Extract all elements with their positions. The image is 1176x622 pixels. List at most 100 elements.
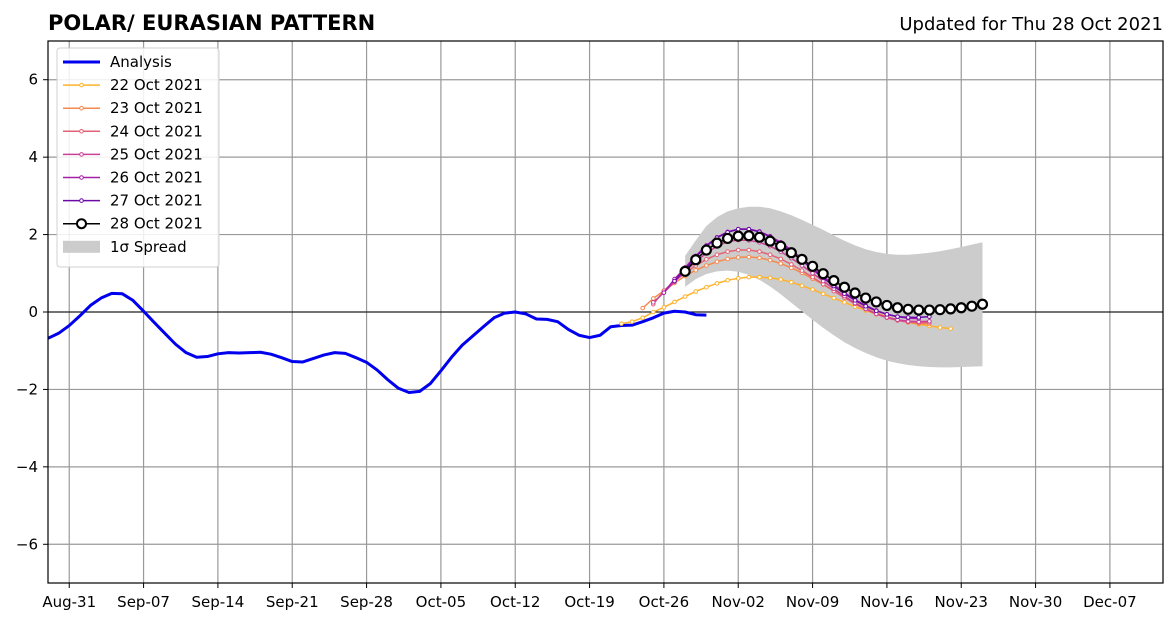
x-tick-label: Sep-21 [266,593,319,611]
legend-label: Analysis [110,53,172,71]
forecast-point [650,309,656,315]
forecast-point [923,304,935,316]
forecast-point [945,303,957,315]
forecast-point [891,302,904,314]
forecast-point [778,277,784,282]
forecast-point [789,262,794,267]
forecast-point [828,275,840,287]
forecast-point [884,312,890,317]
forecast-point [714,252,720,258]
forecast-point [725,256,730,262]
x-tick-label: Nov-30 [1009,593,1062,611]
forecast-point [955,302,967,314]
y-tick-label: 0 [28,303,38,321]
legend-marker [76,218,87,230]
x-tick-label: Oct-19 [564,593,614,611]
forecast-point [863,303,868,309]
legend: Analysis 22 Oct 2021 23 Oct 2021 24 Oct 202… [56,47,220,268]
forecast-point [714,281,720,286]
forecast-point [789,279,794,285]
x-tick-label: Oct-05 [416,593,466,611]
forecast-point [722,232,734,245]
forecast-point [735,255,741,260]
chart-subtitle: Updated for Thu 28 Oct 2021 [899,14,1163,35]
forecast-point [640,305,645,311]
forecast-point [767,252,773,258]
forecast-point [746,274,752,280]
forecast-point [838,281,851,293]
forecast-point [735,247,741,253]
forecast-point [767,275,773,281]
forecast-point [735,226,741,232]
forecast-point [629,319,635,324]
forecast-point [619,321,624,326]
x-tick-label: Aug-31 [42,593,96,611]
forecast-point [796,253,808,265]
x-tick-label: Dec-07 [1083,593,1137,611]
forecast-point [902,303,914,315]
forecast-point [672,278,677,284]
forecast-point [753,231,766,243]
chart-title: POLAR/ EURASIAN PATTERN [48,11,375,35]
legend-label: 27 Oct 2021 [110,192,203,210]
legend-label: 1σ Spread [110,238,187,256]
forecast-point [650,296,656,301]
forecast-point [870,296,882,308]
series-analysis [47,291,707,395]
y-tick-label: −4 [16,458,38,476]
forecast-point [806,260,819,272]
legend-marker [79,105,84,111]
legend-marker [79,175,84,180]
forecast-point [778,256,784,262]
forecast-point [817,268,829,280]
forecast-point [852,298,858,303]
forecast-point [735,276,741,281]
forecast-point [725,249,730,254]
forecast-point [810,274,815,280]
forecast-point [704,263,709,268]
forecast-point [764,235,776,247]
forecast-point [732,230,744,242]
x-tick-label: Oct-26 [639,593,689,611]
forecast-point [693,289,699,294]
x-tick-label: Nov-02 [712,593,765,611]
forecast-point [820,291,826,297]
forecast-point [934,304,946,316]
forecast-point [640,315,645,321]
forecast-point [714,259,720,264]
legend-marker [79,198,84,203]
forecast-point [785,247,797,259]
x-tick-label: Nov-23 [935,593,988,611]
forecast-point [810,270,815,276]
legend-label: 24 Oct 2021 [110,122,203,140]
y-tick-label: −6 [16,535,38,553]
forecast-point [743,230,755,242]
legend-box [56,47,220,268]
forecast-point [757,255,762,261]
forecast-point [849,287,861,299]
forecast-point [767,257,773,263]
y-tick-label: 4 [28,148,38,166]
forecast-point [711,237,723,249]
forecast-point [757,249,762,254]
forecast-point [690,254,702,266]
forecast-point [860,292,872,304]
forecast-point [704,284,709,290]
forecast-point [948,326,953,331]
forecast-point [966,300,978,312]
forecast-point [679,265,691,277]
forecast-point [775,240,787,252]
forecast-point [704,257,709,262]
legend-marker [79,82,84,88]
forecast-point [905,315,911,320]
forecast-point [799,268,805,273]
y-tick-label: −2 [16,380,38,398]
legend-marker [79,129,84,134]
forecast-point [757,274,762,280]
forecast-point [873,308,879,314]
forecast-point [810,287,815,292]
legend-label: 23 Oct 2021 [110,99,203,117]
forecast-point [661,305,667,310]
x-tick-label: Sep-07 [117,593,170,611]
